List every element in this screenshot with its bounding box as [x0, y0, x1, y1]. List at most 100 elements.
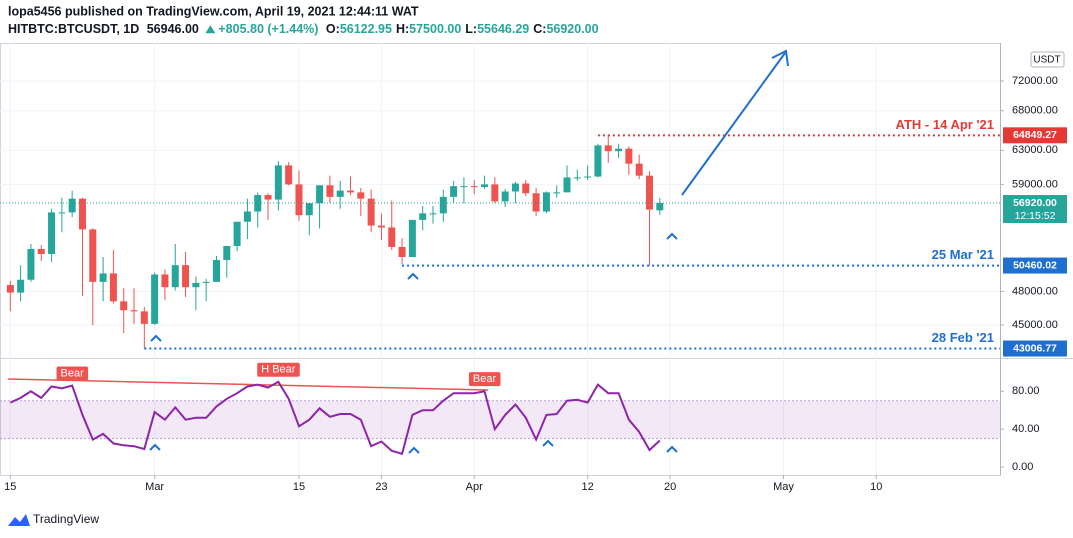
candle-body — [254, 195, 262, 212]
candle-body — [511, 183, 519, 192]
main-layer — [6, 135, 664, 349]
signal-box — [56, 366, 89, 381]
candle-body — [501, 191, 509, 202]
level-label: 50460.02 — [1013, 259, 1057, 271]
candle-body — [140, 311, 148, 324]
candle-body — [645, 175, 653, 210]
candle-body — [460, 186, 468, 188]
ohlc-key: C: — [533, 22, 546, 36]
publish-info: lopa5456 published on TradingView.com, A… — [8, 4, 419, 18]
candle-body — [182, 265, 190, 288]
candle-body — [563, 177, 571, 193]
candle-body — [347, 190, 355, 193]
candle-body — [470, 186, 478, 188]
candle-body — [264, 195, 272, 200]
caret — [666, 445, 678, 453]
candle-body — [408, 219, 416, 257]
caret — [666, 232, 678, 240]
level-label: 43006.77 — [1013, 342, 1057, 354]
candle-body — [192, 282, 200, 288]
candle-body — [99, 273, 107, 282]
symbol: HITBTC:BTCUSDT, 1D — [8, 22, 139, 36]
level-box — [1003, 127, 1067, 144]
ohlc-key: O: — [326, 22, 340, 36]
change: +805.80 (+1.44%) — [218, 22, 318, 36]
caret — [149, 443, 161, 451]
x-tick-label: 12 — [582, 481, 594, 493]
candle-body — [27, 248, 35, 280]
y-tick-label: 63000.00 — [1012, 144, 1058, 156]
level-box — [1003, 340, 1067, 357]
x-tick-label: 23 — [375, 481, 387, 493]
candle-body — [223, 245, 231, 261]
currency: USDT — [1033, 55, 1060, 66]
candle-body — [161, 274, 169, 288]
caret — [542, 439, 554, 447]
rsi-line — [9, 380, 661, 456]
rsi-trendline — [7, 378, 489, 391]
candle-body — [17, 279, 25, 293]
candle-body — [419, 213, 427, 220]
candle-body — [481, 184, 489, 188]
ohlc-value: 57500.00 — [409, 22, 461, 36]
candle-body — [553, 192, 561, 194]
candle-body — [202, 281, 210, 283]
candle-body — [439, 196, 447, 214]
candle-body — [367, 198, 375, 226]
candle-body — [89, 229, 97, 282]
candle-body — [388, 227, 396, 247]
candle-body — [625, 148, 633, 164]
candle-body — [594, 145, 602, 177]
caret — [150, 334, 162, 342]
ohlc-key: L: — [465, 22, 477, 36]
ohlc-value: 55646.29 — [477, 22, 529, 36]
candle-body — [615, 148, 623, 152]
signal-label: H Bear — [261, 364, 296, 376]
candle-body — [336, 190, 344, 197]
symbol-line: HITBTC:BTCUSDT, 1D 56946.00 +805.80 (+1.… — [8, 22, 599, 36]
signal-label: Bear — [61, 367, 85, 379]
level-note: 25 Mar '21 — [932, 247, 994, 262]
candle-body — [326, 185, 334, 197]
grid-layer — [0, 43, 1000, 475]
candle-body — [316, 185, 324, 204]
arrow-head — [771, 49, 789, 67]
ohlc-value: 56920.00 — [546, 22, 598, 36]
level-note: ATH - 14 Apr '21 — [896, 117, 994, 132]
x-tick-label: 15 — [293, 481, 305, 493]
level-label: 64849.27 — [1013, 129, 1057, 141]
candle-body — [212, 260, 220, 282]
rsi-tick-label: 40.00 — [1012, 423, 1040, 435]
ohlc-value: 56122.95 — [340, 22, 392, 36]
candle-body — [58, 212, 66, 214]
rsi-tick-label: 80.00 — [1012, 385, 1040, 397]
caret — [407, 272, 419, 280]
x-tick-label: Apr — [466, 481, 483, 493]
candle-body — [522, 183, 530, 194]
candle-body — [377, 225, 385, 228]
candle-body — [357, 192, 365, 199]
candle-body — [171, 265, 179, 288]
price-box — [1003, 195, 1067, 224]
x-tick-label: 15 — [4, 481, 16, 493]
last: 56946.00 — [147, 22, 199, 36]
signal-box — [257, 362, 300, 377]
candle-body — [68, 198, 76, 213]
y-tick-label: 68000.00 — [1012, 105, 1058, 117]
candle-body — [398, 246, 406, 257]
x-tick-label: 10 — [870, 481, 882, 493]
level-note: 28 Feb '21 — [932, 330, 994, 345]
x-tick-label: Mar — [145, 481, 164, 493]
candle-body — [243, 211, 251, 222]
y-tick-label: 72000.00 — [1012, 75, 1058, 87]
candle-body — [542, 192, 550, 212]
candle-body — [285, 165, 293, 185]
candle-body — [37, 248, 45, 254]
brand: TradingView — [33, 512, 99, 526]
countdown: 12:15:52 — [1015, 210, 1056, 222]
candle-body — [274, 165, 282, 200]
candle-body — [130, 310, 138, 312]
candle-body — [573, 177, 581, 179]
candle-body — [295, 184, 303, 216]
